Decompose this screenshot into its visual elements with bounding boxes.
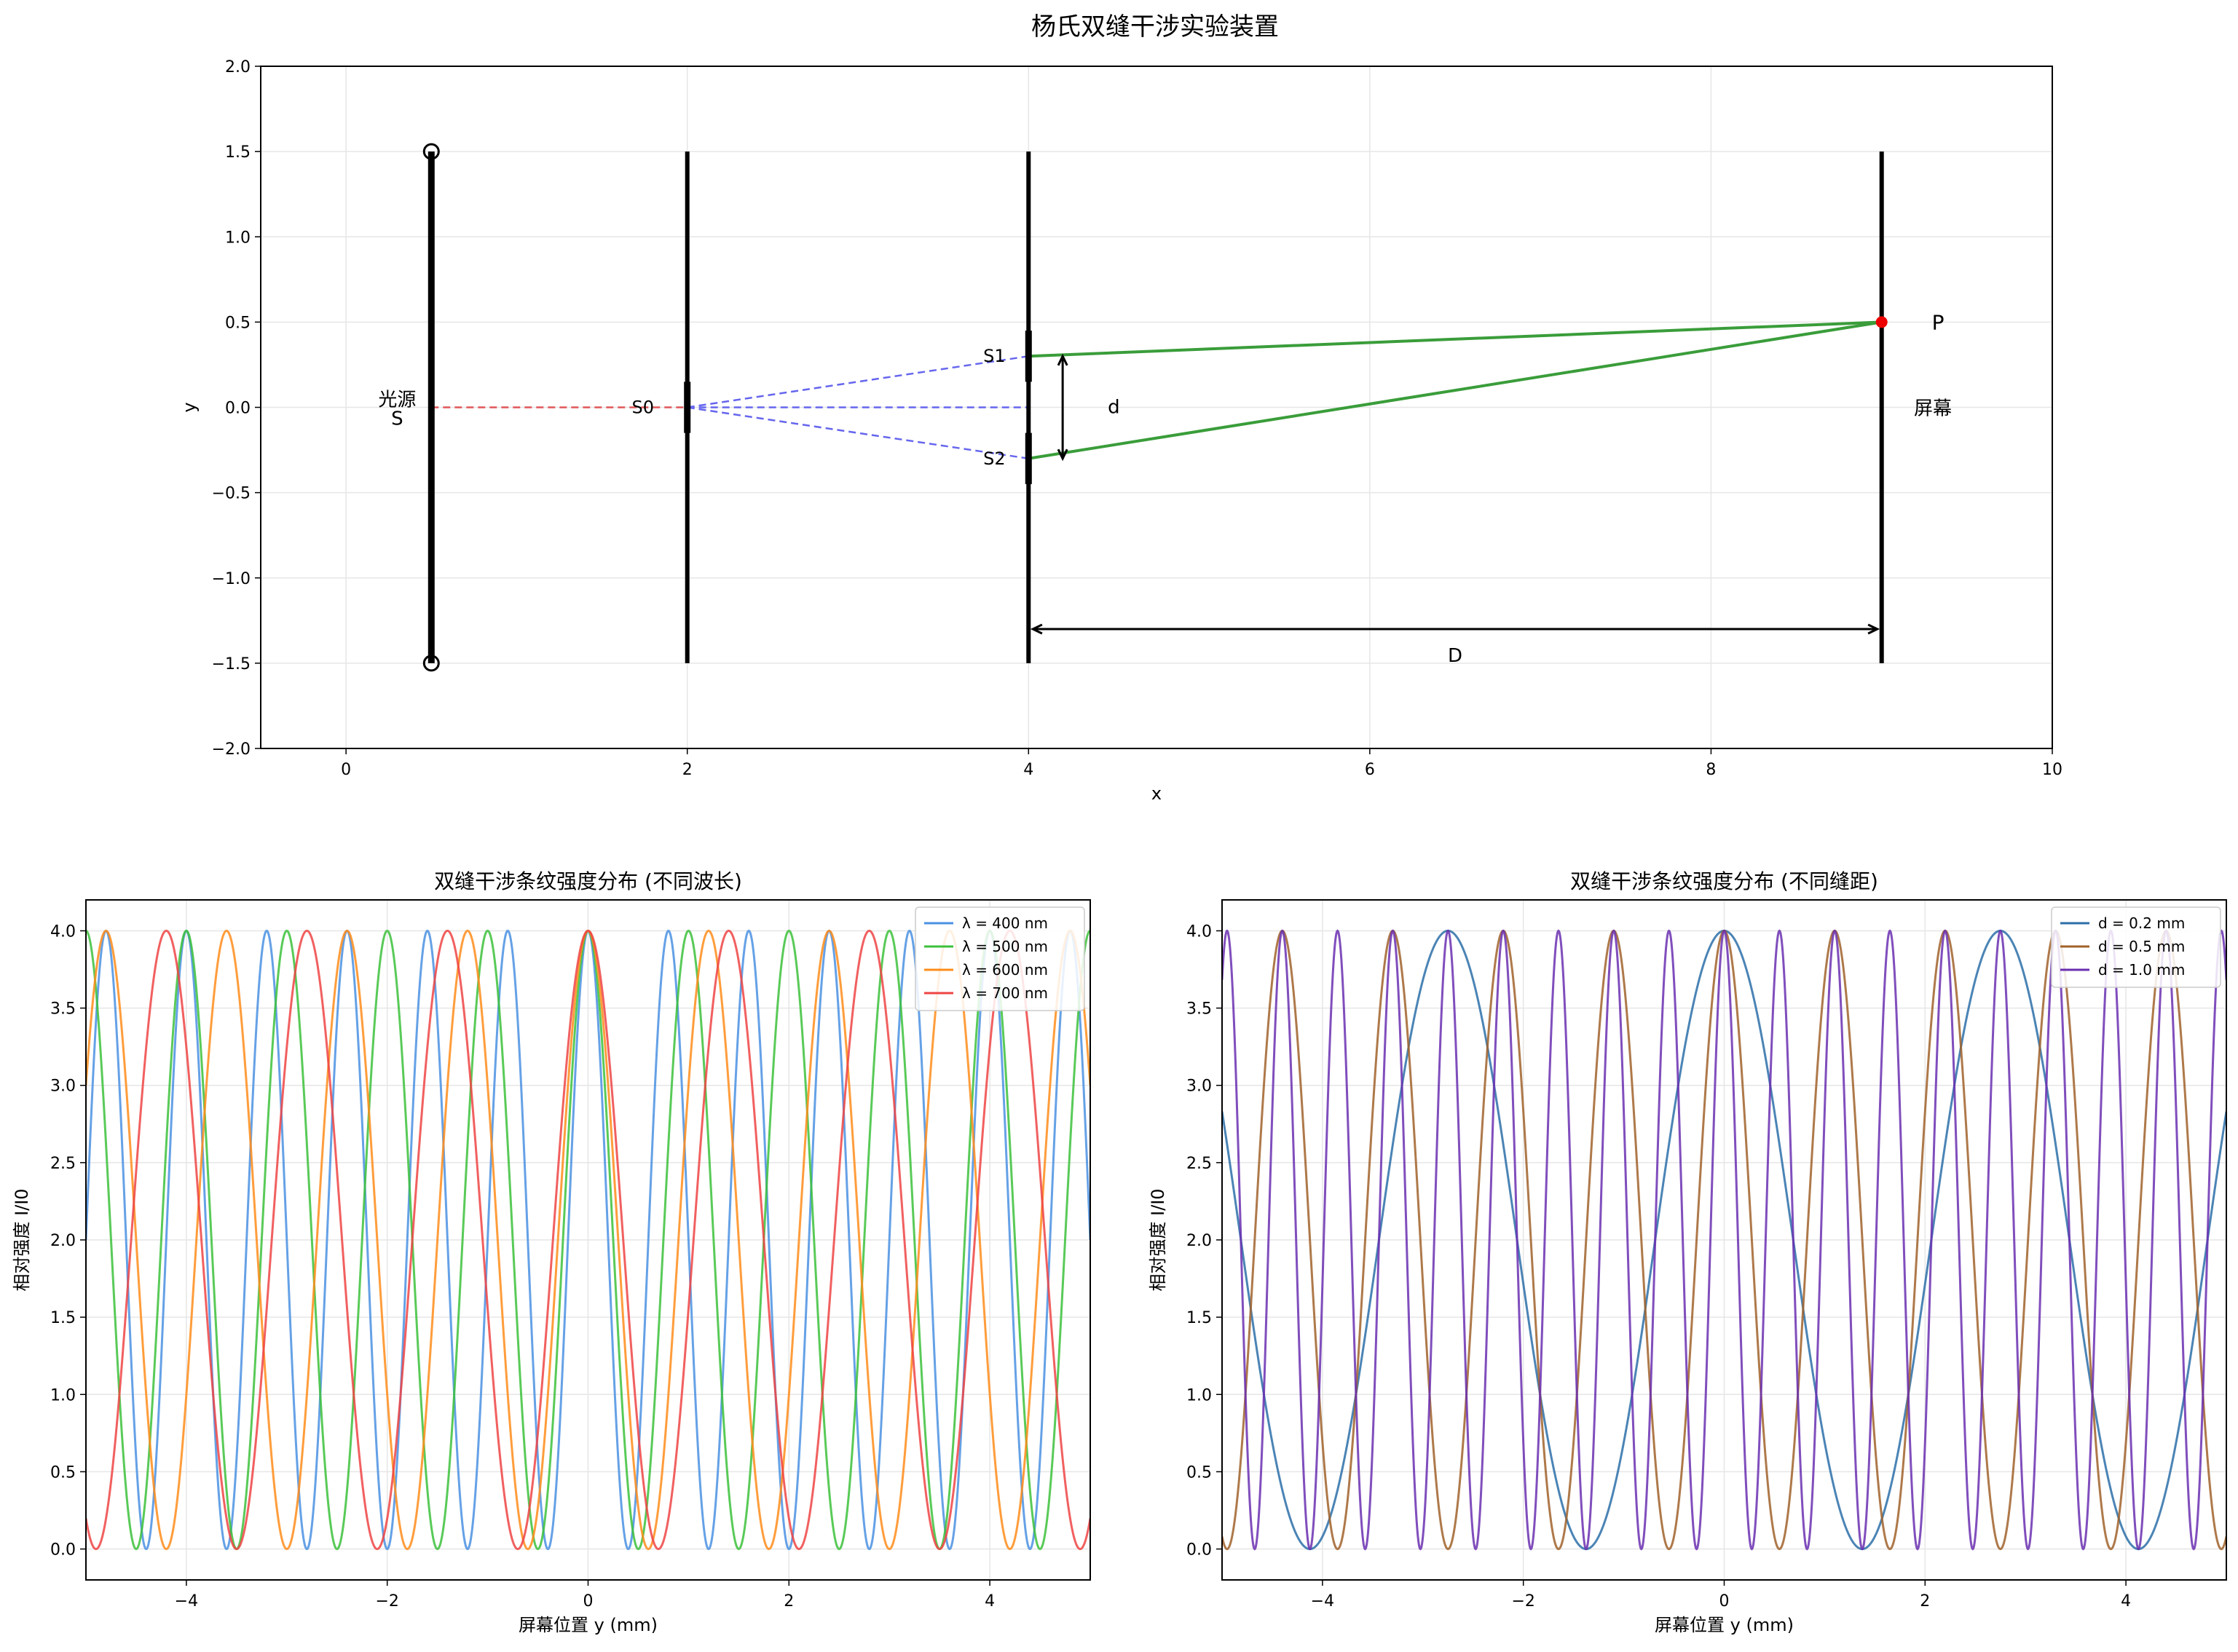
y-tick-label: 2.0 <box>50 1232 76 1250</box>
y-tick-label: −0.5 <box>212 485 251 503</box>
label-screen: 屏幕 <box>1914 398 1952 420</box>
y-tick-label: −1.5 <box>212 655 251 673</box>
y-tick-label: 1.5 <box>225 143 251 162</box>
x-tick-label: 4 <box>2121 1592 2131 1610</box>
label-S1: S1 <box>983 346 1006 366</box>
slit-spacing-ticks: −4 −2 0 2 4 0.0 0.5 1.0 1.5 2.0 2.5 3.0 3.5 4.0 <box>1186 922 2131 1610</box>
setup-ticks: 0 2 4 6 8 10 −2.0 −1.5 −1.0 −0.5 0.0 0.5 1.0 1.5 2.0 <box>212 58 2062 779</box>
y-tick-label: 0.5 <box>50 1463 76 1482</box>
y-tick-label: 2.5 <box>1186 1155 1212 1173</box>
x-tick-label: 2 <box>682 761 693 779</box>
x-tick-label: 0 <box>1719 1592 1730 1610</box>
setup-diagram: 0 2 4 6 8 10 −2.0 −1.5 −1.0 −0.5 0.0 0.5 1.0 1.5 2.0 光… <box>179 58 2062 804</box>
point-p-marker <box>1875 316 1888 328</box>
y-tick-label: 4.0 <box>50 922 76 941</box>
x-tick-label: −2 <box>1511 1592 1534 1610</box>
x-tick-label: 4 <box>1023 761 1033 779</box>
legend-box <box>2051 906 2221 988</box>
x-tick-label: 2 <box>1920 1592 1930 1610</box>
y-tick-label: 0.5 <box>225 314 251 332</box>
y-tick-label: 0.0 <box>1186 1541 1212 1560</box>
y-tick-label: 2.5 <box>50 1155 76 1173</box>
x-tick-label: 4 <box>985 1592 995 1610</box>
y-tick-label: 1.0 <box>50 1386 76 1404</box>
label-P: P <box>1932 310 1945 334</box>
legend-box <box>915 906 1085 1011</box>
wavelength-y-axis-label: 相对强度 I/I0 <box>12 1188 32 1291</box>
path-from-s1 <box>1028 320 1882 358</box>
slit-spacing-grid <box>1222 900 2226 1580</box>
x-tick-label: 0 <box>583 1592 594 1610</box>
x-tick-label: 10 <box>2042 761 2062 779</box>
y-tick-label: 0.5 <box>1186 1463 1212 1482</box>
slit-spacing-legend: d = 0.2 mm d = 0.5 mm d = 1.0 mm <box>2051 906 2221 988</box>
intensity-by-wavelength-chart: −4 −2 0 2 4 0.0 0.5 1.0 1.5 2.0 2.5 3.0 3.5 4.0 双缝干涉条… <box>12 869 1091 1635</box>
legend-label: λ = 500 nm <box>962 938 1048 955</box>
legend-label: d = 0.5 mm <box>2098 938 2185 955</box>
figure-title: 杨氏双缝干涉实验装置 <box>1031 12 1279 42</box>
y-tick-label: 1.0 <box>225 229 251 247</box>
label-D: D <box>1448 645 1462 667</box>
wavelength-ticks: −4 −2 0 2 4 0.0 0.5 1.0 1.5 2.0 2.5 3.0 3.5 4.0 <box>50 922 995 1610</box>
legend-label: d = 1.0 mm <box>2098 961 2185 979</box>
wavelength-x-axis-label: 屏幕位置 y (mm) <box>519 1615 658 1635</box>
x-tick-label: 6 <box>1365 761 1375 779</box>
wavelength-chart-title: 双缝干涉条纹强度分布 (不同波长) <box>434 869 742 893</box>
legend-label: λ = 400 nm <box>962 914 1048 932</box>
diffracted-ray-upper <box>687 355 1029 408</box>
legend-label: d = 0.2 mm <box>2098 914 2185 932</box>
label-S2: S2 <box>983 448 1006 469</box>
arrow-head <box>1867 623 1880 635</box>
y-tick-label: 3.5 <box>50 1000 76 1019</box>
source-end-marker-bottom <box>422 655 440 672</box>
setup-y-axis-label: y <box>179 402 200 412</box>
arrow-head <box>1030 623 1043 635</box>
slit-spacing-x-axis-label: 屏幕位置 y (mm) <box>1655 1615 1794 1635</box>
label-S: S <box>391 408 403 430</box>
x-tick-label: 2 <box>784 1592 794 1610</box>
y-tick-label: 2.0 <box>225 58 251 76</box>
y-tick-label: 0.0 <box>225 400 251 418</box>
y-tick-label: 1.5 <box>50 1309 76 1327</box>
label-S0: S0 <box>632 398 655 418</box>
wavelength-series <box>86 929 1090 1551</box>
y-tick-label: 2.0 <box>1186 1232 1212 1250</box>
d-arrow <box>1057 353 1068 462</box>
x-tick-label: −4 <box>175 1592 198 1610</box>
x-tick-label: −2 <box>375 1592 398 1610</box>
slit-spacing-y-axis-label: 相对强度 I/I0 <box>1148 1188 1168 1291</box>
y-tick-label: 3.0 <box>1186 1078 1212 1096</box>
y-tick-label: 1.0 <box>1186 1386 1212 1404</box>
y-tick-label: 0.0 <box>50 1541 76 1560</box>
source-end-marker-top <box>422 143 440 160</box>
setup-x-axis-label: x <box>1151 783 1162 804</box>
arrow-head <box>1057 353 1068 366</box>
wavelength-frame <box>85 899 1091 1581</box>
label-d: d <box>1108 397 1120 419</box>
y-tick-label: 3.0 <box>50 1078 76 1096</box>
path-from-s2 <box>1028 320 1883 460</box>
intensity-by-slit-spacing-chart: −4 −2 0 2 4 0.0 0.5 1.0 1.5 2.0 2.5 3.0 3.5 4.0 双缝干涉条… <box>1148 869 2227 1635</box>
legend-label: λ = 600 nm <box>962 961 1048 979</box>
wavelength-legend: λ = 400 nm λ = 500 nm λ = 600 nm λ = 700 nm <box>915 906 1085 1011</box>
y-tick-label: 4.0 <box>1186 922 1212 941</box>
legend-label: λ = 700 nm <box>962 984 1048 1002</box>
label-source: 光源 <box>378 390 416 411</box>
y-tick-label: 3.5 <box>1186 1000 1212 1019</box>
x-tick-label: 0 <box>341 761 351 779</box>
x-tick-label: 8 <box>1706 761 1716 779</box>
y-tick-label: −2.0 <box>212 740 251 759</box>
setup-frame <box>260 66 2053 749</box>
slit-spacing-chart-title: 双缝干涉条纹强度分布 (不同缝距) <box>1570 869 1878 893</box>
y-tick-label: −1.0 <box>212 570 251 588</box>
x-tick-label: −4 <box>1311 1592 1334 1610</box>
D-arrow <box>1030 623 1880 635</box>
y-tick-label: 1.5 <box>1186 1309 1212 1327</box>
series-line <box>86 929 1090 1551</box>
diffracted-ray-lower <box>687 406 1029 460</box>
arrow-head <box>1057 448 1068 462</box>
slit-spacing-frame <box>1221 899 2227 1581</box>
